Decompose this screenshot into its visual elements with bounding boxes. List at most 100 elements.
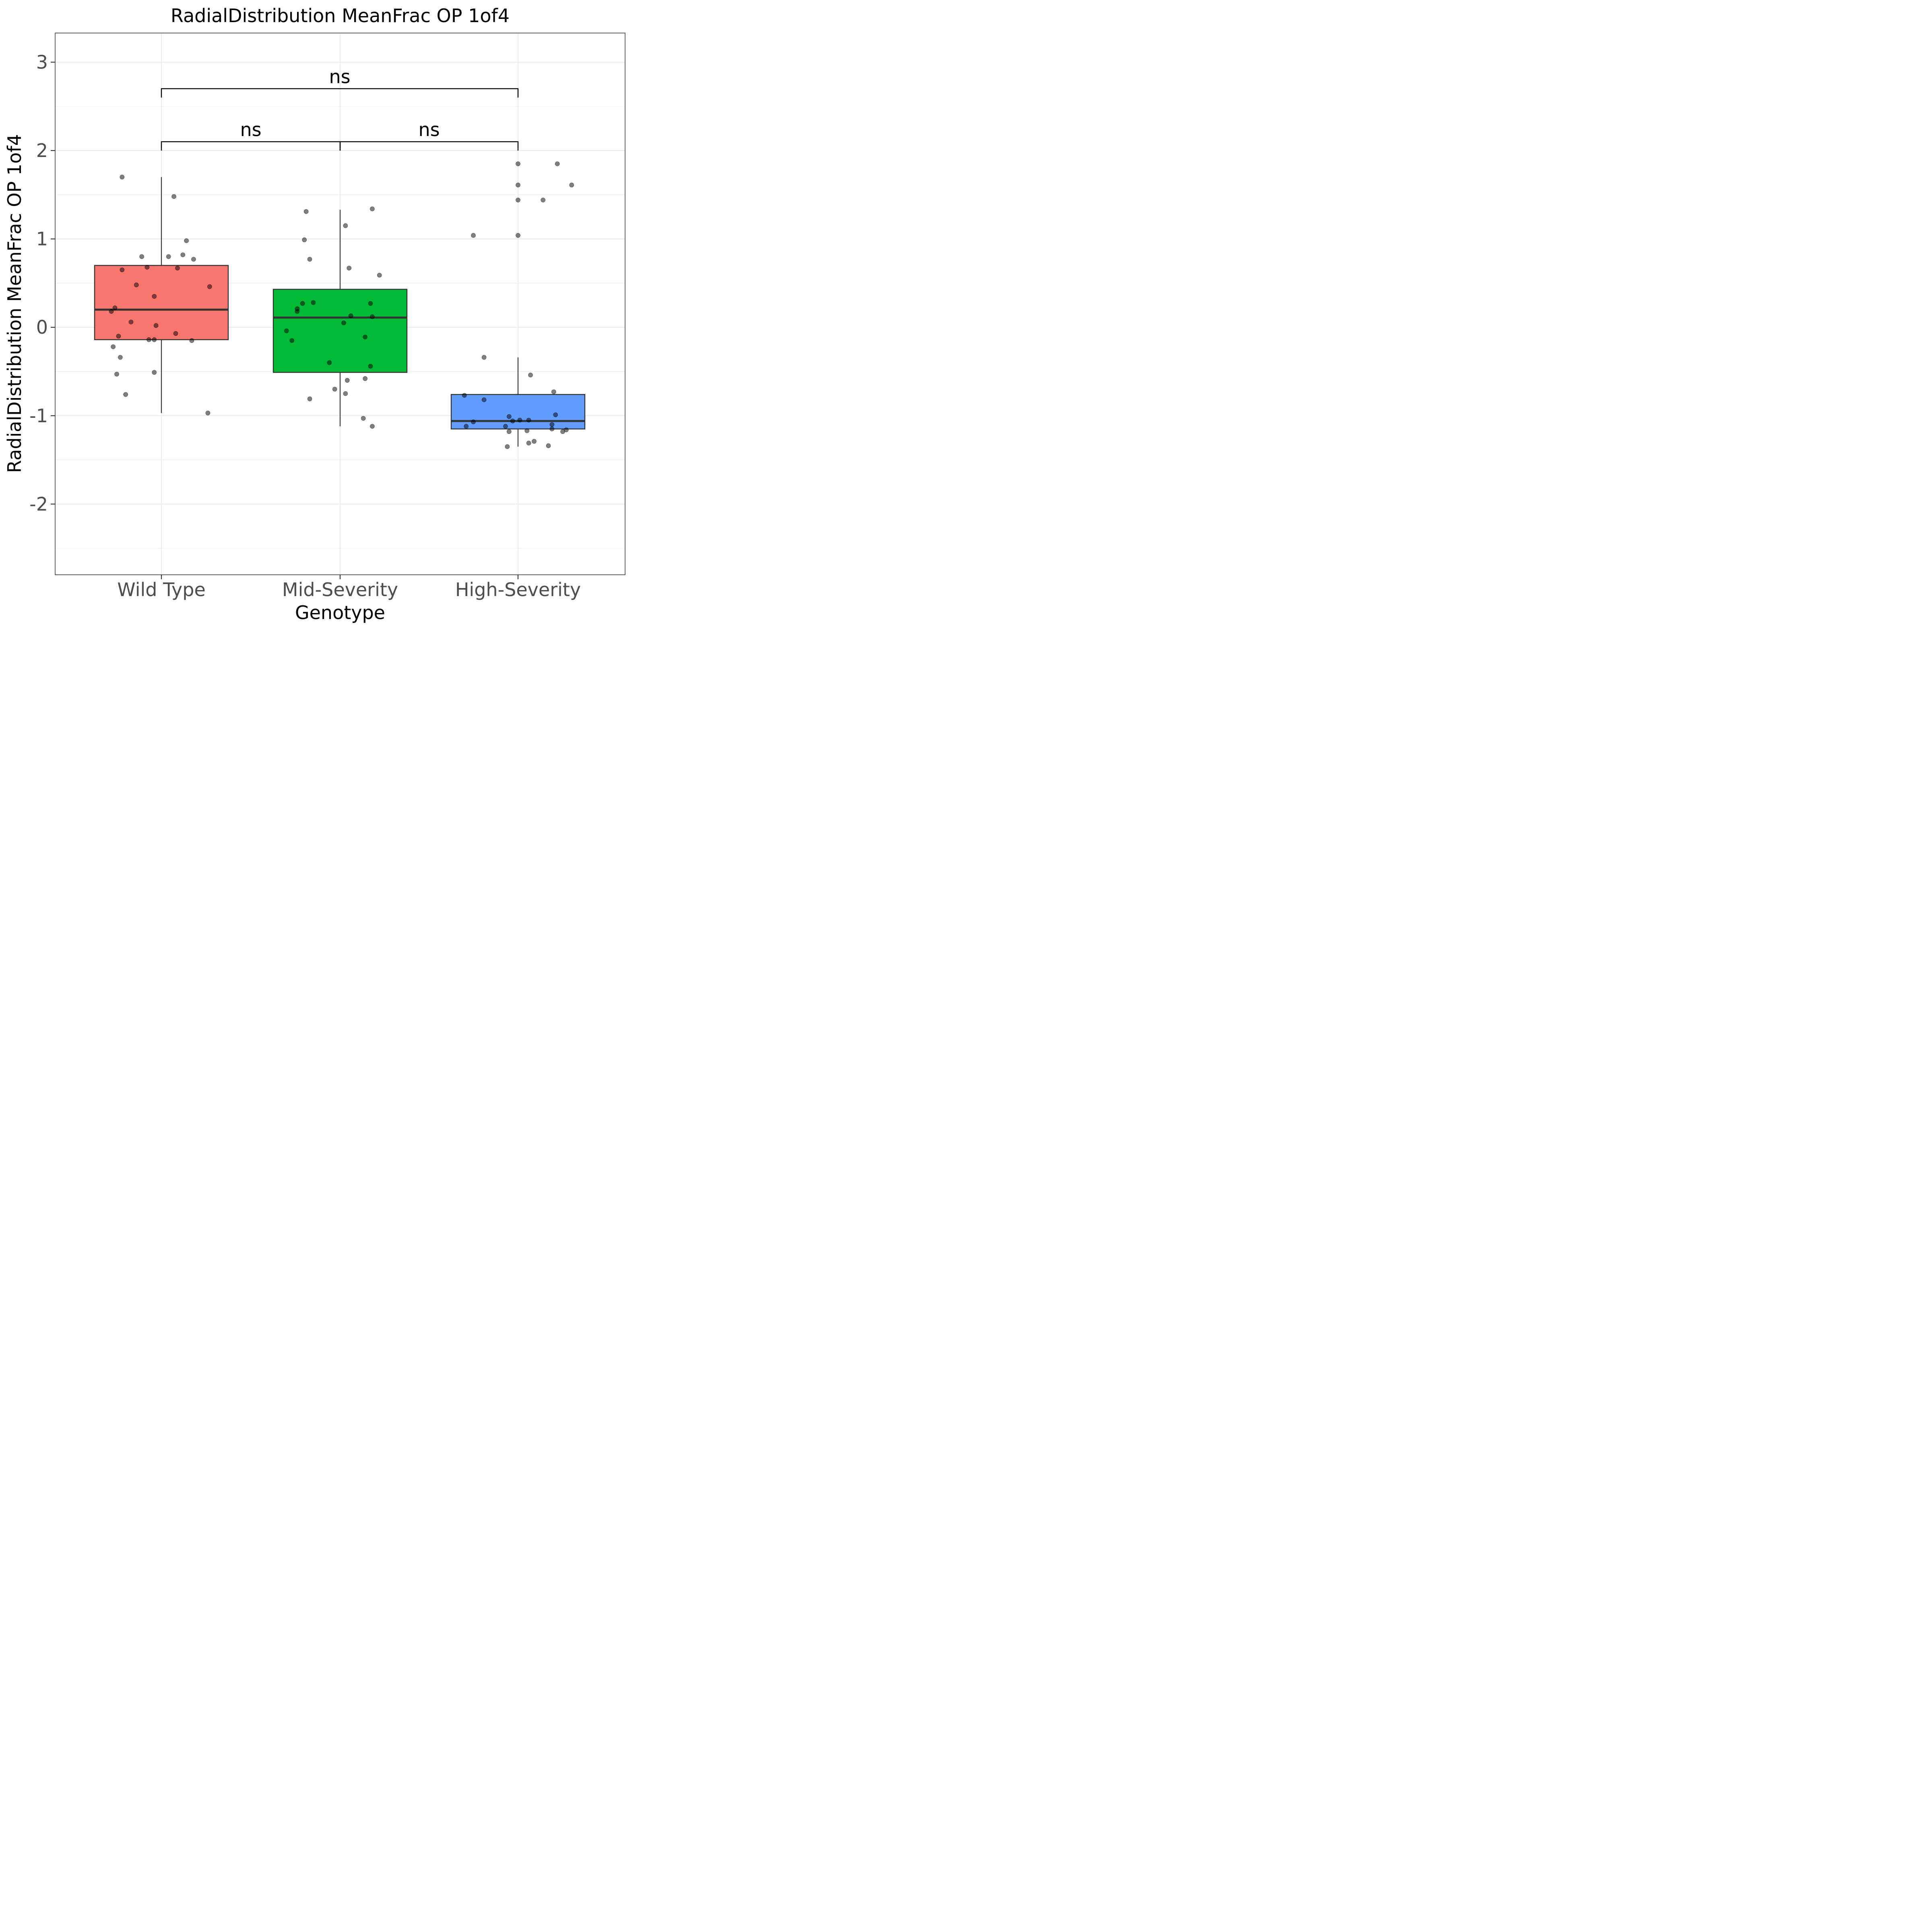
data-point xyxy=(123,392,128,397)
data-point xyxy=(370,314,375,319)
data-point xyxy=(347,266,352,270)
data-point xyxy=(549,426,555,431)
data-point xyxy=(549,422,555,427)
data-point xyxy=(284,328,289,333)
data-point xyxy=(152,337,157,342)
data-point xyxy=(205,411,211,416)
y-tick-label: 1 xyxy=(36,228,48,250)
significance-label: ns xyxy=(240,119,261,140)
box-layer xyxy=(94,177,586,447)
data-point xyxy=(370,424,375,429)
data-point xyxy=(300,301,305,306)
data-point xyxy=(152,294,157,299)
data-point xyxy=(503,424,508,429)
data-point xyxy=(341,320,346,326)
significance-brackets: ns ns ns xyxy=(161,66,519,151)
y-axis: -2 -1 0 1 2 3 xyxy=(29,51,55,515)
significance-label: ns xyxy=(418,119,440,140)
data-point xyxy=(541,198,546,202)
x-axis-title: Genotype xyxy=(295,602,385,623)
box-iqr xyxy=(94,265,229,341)
data-point xyxy=(363,334,368,340)
data-point xyxy=(505,444,510,449)
data-point xyxy=(462,393,467,398)
data-point xyxy=(144,264,150,270)
data-point xyxy=(368,363,373,369)
data-point xyxy=(189,338,194,343)
data-point xyxy=(134,282,139,287)
y-tick-label: -1 xyxy=(29,405,48,427)
data-point xyxy=(516,161,520,166)
data-point xyxy=(517,417,522,423)
data-point xyxy=(345,378,350,383)
data-point xyxy=(114,372,119,377)
data-point xyxy=(348,313,353,318)
data-point xyxy=(343,223,348,228)
data-point xyxy=(555,161,560,166)
boxplot-chart: ns ns ns -2 -1 0 1 2 3 Wild Type Mid-Severity Hig… xyxy=(0,0,631,631)
data-point xyxy=(370,206,375,211)
data-point xyxy=(516,233,520,238)
data-point xyxy=(528,372,533,378)
box-iqr xyxy=(272,289,408,373)
bracket-line xyxy=(161,88,519,98)
data-point xyxy=(506,429,512,434)
data-point xyxy=(166,254,171,259)
data-point xyxy=(553,412,558,417)
data-point xyxy=(128,320,134,324)
data-point xyxy=(303,209,309,214)
data-point xyxy=(551,389,556,394)
y-tick-label: 2 xyxy=(36,140,48,161)
comparison-bracket-3: ns xyxy=(161,66,519,98)
data-point xyxy=(139,254,144,259)
data-point xyxy=(332,386,337,392)
data-point xyxy=(295,309,300,314)
box-2 xyxy=(272,210,408,427)
data-point xyxy=(343,391,348,396)
data-point xyxy=(116,334,121,339)
data-point xyxy=(171,194,176,199)
data-point xyxy=(464,424,469,429)
y-tick-label: -2 xyxy=(29,493,48,515)
data-point xyxy=(506,414,512,419)
data-point xyxy=(481,355,487,360)
significance-label: ns xyxy=(329,66,350,87)
data-point xyxy=(175,266,180,270)
data-point xyxy=(368,301,373,306)
data-point xyxy=(184,238,189,243)
chart-title: RadialDistribution MeanFrac OP 1of4 xyxy=(171,5,510,27)
data-point xyxy=(546,443,551,448)
y-axis-title: RadialDistribution MeanFrac OP 1of4 xyxy=(4,134,25,473)
comparison-bracket-2: ns xyxy=(339,119,519,151)
y-tick-label: 3 xyxy=(36,51,48,73)
data-point xyxy=(481,397,487,402)
box-iqr xyxy=(450,394,586,429)
data-point xyxy=(307,396,312,401)
data-point xyxy=(311,300,316,305)
data-point xyxy=(180,252,186,258)
data-point xyxy=(153,323,159,328)
data-point xyxy=(516,182,520,188)
data-point xyxy=(510,419,515,423)
data-point xyxy=(471,233,476,238)
data-point xyxy=(526,417,531,423)
data-point xyxy=(118,355,123,360)
data-point xyxy=(560,429,565,434)
data-point xyxy=(173,331,178,336)
data-point xyxy=(363,376,368,381)
data-point xyxy=(111,344,116,349)
data-point xyxy=(532,439,537,444)
data-point xyxy=(191,257,196,262)
x-tick-label: High-Severity xyxy=(455,579,581,601)
data-point xyxy=(361,416,366,421)
data-point xyxy=(569,182,574,188)
x-tick-label: Wild Type xyxy=(117,579,206,601)
data-point xyxy=(471,419,476,425)
y-tick-label: 0 xyxy=(36,316,48,338)
data-point xyxy=(377,272,382,278)
x-axis: Wild Type Mid-Severity High-Severity xyxy=(117,575,581,601)
data-point xyxy=(307,257,312,262)
data-point xyxy=(120,267,125,272)
data-point xyxy=(207,284,212,289)
bracket-line xyxy=(339,141,519,151)
